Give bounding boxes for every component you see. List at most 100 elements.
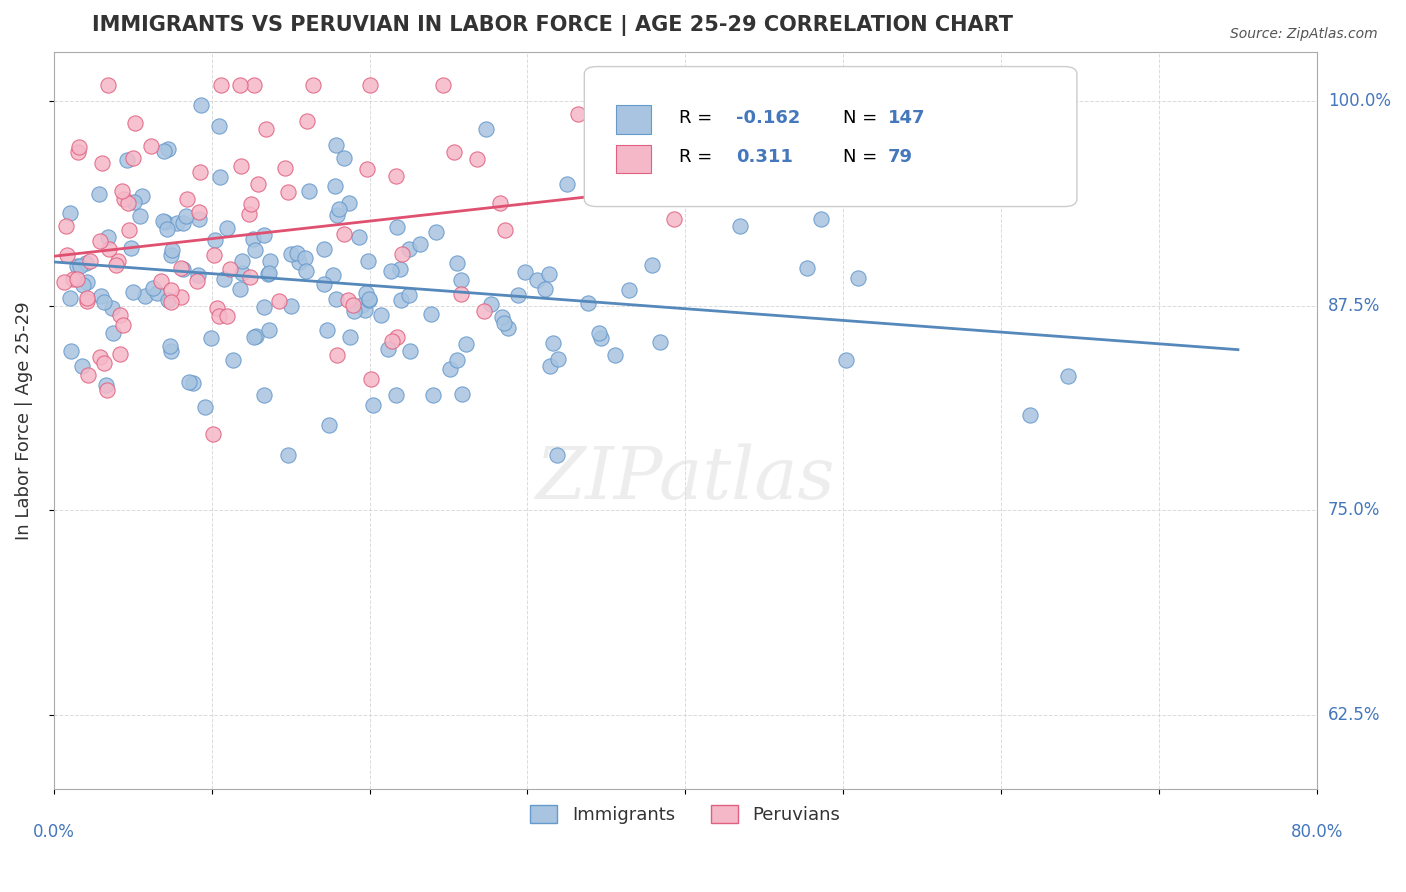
Immigrants xyxy=(208,119,231,133)
Peruvians xyxy=(385,169,408,183)
Immigrants xyxy=(1056,369,1078,384)
Immigrants xyxy=(204,233,226,247)
Peruvians xyxy=(359,78,381,92)
Immigrants xyxy=(231,254,253,268)
Text: N =: N = xyxy=(844,109,883,127)
Peruvians xyxy=(202,248,225,262)
Immigrants xyxy=(352,298,374,312)
Text: 75.0%: 75.0% xyxy=(1329,501,1381,519)
Immigrants xyxy=(166,216,188,230)
Immigrants xyxy=(846,271,869,285)
Immigrants xyxy=(641,258,664,272)
Immigrants xyxy=(183,376,205,390)
Immigrants xyxy=(194,401,217,415)
Immigrants xyxy=(146,285,169,300)
Immigrants xyxy=(339,330,361,344)
Immigrants xyxy=(245,243,267,257)
Immigrants xyxy=(59,344,82,359)
Immigrants xyxy=(298,184,321,198)
Y-axis label: In Labor Force | Age 25-29: In Labor Force | Age 25-29 xyxy=(15,301,32,540)
Immigrants xyxy=(385,388,408,402)
Peruvians xyxy=(139,139,162,153)
Immigrants xyxy=(176,209,198,223)
Peruvians xyxy=(77,368,100,383)
Immigrants xyxy=(159,344,181,359)
Peruvians xyxy=(219,262,242,277)
Immigrants xyxy=(156,293,179,307)
Immigrants xyxy=(357,292,380,306)
Immigrants xyxy=(316,323,339,337)
Text: 100.0%: 100.0% xyxy=(1329,92,1391,110)
Immigrants xyxy=(589,331,612,345)
Immigrants xyxy=(450,387,472,401)
Peruvians xyxy=(277,186,299,200)
Text: 80.0%: 80.0% xyxy=(1291,823,1343,841)
Peruvians xyxy=(238,207,260,221)
Text: -0.162: -0.162 xyxy=(735,109,800,127)
Immigrants xyxy=(59,291,82,305)
Immigrants xyxy=(245,329,267,343)
Immigrants xyxy=(70,359,93,373)
Immigrants xyxy=(1019,408,1042,422)
Peruvians xyxy=(93,356,115,370)
Immigrants xyxy=(295,264,318,278)
Immigrants xyxy=(257,267,280,281)
Immigrants xyxy=(398,288,420,302)
Text: R =: R = xyxy=(679,109,718,127)
Peruvians xyxy=(150,274,173,288)
Peruvians xyxy=(494,222,516,236)
Immigrants xyxy=(496,321,519,335)
Peruvians xyxy=(391,247,413,261)
Peruvians xyxy=(124,116,146,130)
Immigrants xyxy=(391,293,413,307)
Immigrants xyxy=(834,353,856,368)
Immigrants xyxy=(243,330,266,344)
Peruvians xyxy=(472,304,495,318)
Peruvians xyxy=(112,318,135,332)
Immigrants xyxy=(555,177,578,191)
Peruvians xyxy=(96,383,118,397)
Peruvians xyxy=(76,291,98,305)
Peruvians xyxy=(488,195,510,210)
Immigrants xyxy=(93,294,115,309)
Peruvians xyxy=(89,234,111,248)
Immigrants xyxy=(398,343,420,358)
Immigrants xyxy=(152,214,174,228)
Immigrants xyxy=(361,399,384,413)
Immigrants xyxy=(101,301,124,316)
Peruvians xyxy=(443,145,465,159)
Peruvians xyxy=(67,140,90,154)
Immigrants xyxy=(94,378,117,392)
Peruvians xyxy=(432,78,454,92)
Peruvians xyxy=(170,290,193,304)
Immigrants xyxy=(513,265,536,279)
Immigrants xyxy=(259,254,281,268)
Immigrants xyxy=(208,169,231,184)
FancyBboxPatch shape xyxy=(616,105,651,135)
Immigrants xyxy=(122,195,145,210)
Immigrants xyxy=(69,260,91,274)
Immigrants xyxy=(347,229,370,244)
Peruvians xyxy=(186,274,208,288)
Immigrants xyxy=(481,297,503,311)
Immigrants xyxy=(288,255,311,269)
Peruvians xyxy=(295,113,318,128)
Immigrants xyxy=(156,222,179,236)
Peruvians xyxy=(66,272,89,286)
Immigrants xyxy=(142,281,165,295)
Immigrants xyxy=(321,268,343,282)
Immigrants xyxy=(59,206,82,220)
Text: 79: 79 xyxy=(887,148,912,166)
Immigrants xyxy=(90,289,112,303)
Immigrants xyxy=(75,256,97,270)
FancyBboxPatch shape xyxy=(585,67,1077,207)
Peruvians xyxy=(89,350,111,364)
Immigrants xyxy=(546,448,568,462)
Immigrants xyxy=(634,190,657,204)
Immigrants xyxy=(588,326,610,340)
Immigrants xyxy=(153,144,176,158)
Peruvians xyxy=(107,253,129,268)
Peruvians xyxy=(62,272,84,286)
Immigrants xyxy=(508,288,530,302)
Immigrants xyxy=(328,202,350,217)
